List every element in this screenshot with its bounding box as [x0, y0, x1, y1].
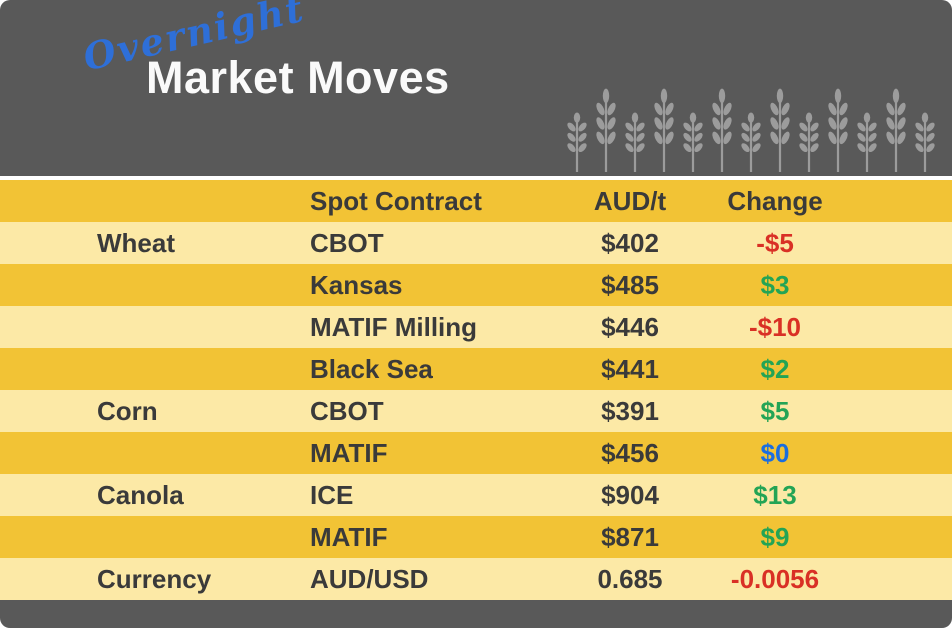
price-cell: $871 — [601, 521, 659, 552]
table-row: Corn CBOT $391 $5 — [0, 390, 952, 432]
divider — [0, 176, 952, 180]
wheat-icons — [566, 88, 936, 172]
change-cell: $2 — [760, 353, 790, 384]
price-cell: $904 — [601, 479, 659, 510]
price-cell: $456 — [601, 437, 659, 468]
contract-cell: MATIF — [310, 437, 388, 468]
commodity-cell: Corn — [97, 395, 158, 426]
contract-cell: MATIF Milling — [310, 311, 478, 342]
wheat-icon — [683, 112, 703, 172]
page-title: Market Moves — [146, 52, 450, 103]
wheat-icon — [857, 112, 877, 172]
table-row: Canola ICE $904 $13 — [0, 474, 952, 516]
change-cell: $5 — [760, 395, 790, 426]
price-cell: $391 — [601, 395, 659, 426]
change-cell: -$5 — [756, 227, 794, 258]
change-header: Change — [727, 185, 823, 216]
contract-header: Spot Contract — [310, 185, 482, 216]
footer-bar — [0, 600, 952, 628]
price-cell: 0.685 — [597, 563, 663, 594]
table-row: MATIF Milling $446 -$10 — [0, 306, 952, 348]
wheat-icon — [741, 112, 761, 172]
commodity-cell: Canola — [97, 479, 184, 510]
change-cell: $13 — [753, 479, 797, 510]
table-row: Currency AUD/USD 0.685 -0.0056 — [0, 558, 952, 600]
change-cell: -0.0056 — [730, 563, 820, 594]
header-banner: Overnight Market Moves — [0, 0, 952, 176]
contract-cell: AUD/USD — [310, 563, 429, 594]
price-cell: $485 — [601, 269, 659, 300]
wheat-icon — [886, 88, 906, 172]
wheat-icon — [712, 88, 732, 172]
wheat-icon — [596, 88, 616, 172]
contract-cell: ICE — [310, 479, 354, 510]
wheat-icon — [770, 88, 790, 172]
wheat-icon — [799, 112, 819, 172]
wheat-icon — [625, 112, 645, 172]
change-cell: $3 — [760, 269, 790, 300]
table-row: MATIF $456 $0 — [0, 432, 952, 474]
wheat-icon — [915, 112, 935, 172]
change-cell: -$10 — [748, 311, 802, 342]
wheat-icon — [654, 88, 674, 172]
price-header: AUD/t — [593, 185, 667, 216]
market-table-body: Wheat CBOT $402 -$5 Kansas $485 $3 MATIF… — [0, 222, 952, 600]
contract-cell: Black Sea — [310, 353, 433, 384]
table-row: Kansas $485 $3 — [0, 264, 952, 306]
contract-cell: CBOT — [310, 227, 384, 258]
change-cell: $9 — [760, 521, 790, 552]
commodity-cell: Wheat — [97, 227, 175, 258]
commodity-cell: Currency — [97, 563, 212, 594]
contract-cell: CBOT — [310, 395, 384, 426]
table-header-row: Spot Contract AUD/t Change — [0, 180, 952, 222]
price-cell: $441 — [601, 353, 659, 384]
contract-cell: Kansas — [310, 269, 403, 300]
contract-cell: MATIF — [310, 521, 388, 552]
price-cell: $446 — [601, 311, 659, 342]
table-row: Black Sea $441 $2 — [0, 348, 952, 390]
table-row: Wheat CBOT $402 -$5 — [0, 222, 952, 264]
price-cell: $402 — [601, 227, 659, 258]
wheat-icon — [567, 112, 587, 172]
change-cell: $0 — [760, 437, 790, 468]
table-row: MATIF $871 $9 — [0, 516, 952, 558]
market-table: Spot Contract AUD/t Change Wheat CBOT $4… — [0, 180, 952, 600]
wheat-icon — [828, 88, 848, 172]
